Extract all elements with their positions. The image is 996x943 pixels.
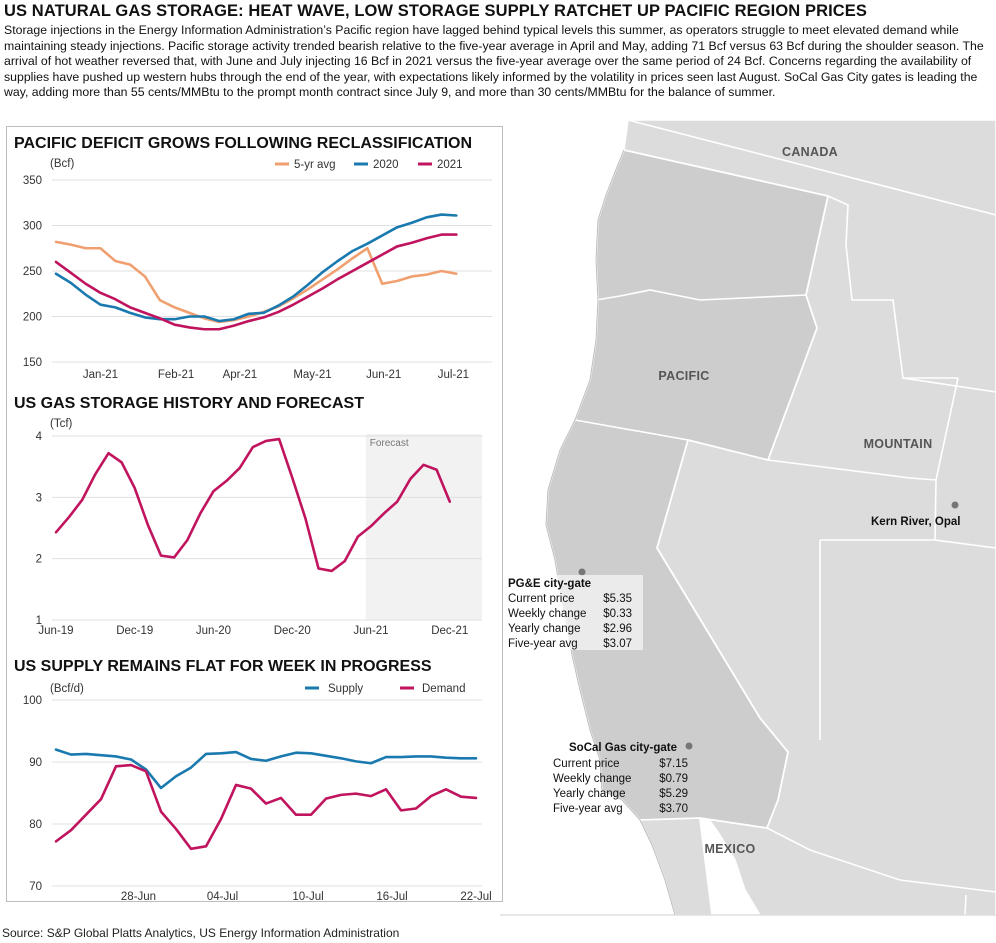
y-tick-label: 250 [23, 266, 42, 278]
chart-us-supply-demand: US SUPPLY REMAINS FLAT FOR WEEK IN PROGR… [14, 658, 492, 903]
y-tick-label: 70 [29, 881, 42, 893]
y-tick-label: 300 [23, 221, 42, 233]
x-tick-label: Jan-21 [83, 369, 118, 381]
plot-area: 150 200 250 300 350 Jan-21 Feb-21 Apr-21 May-21 J… [23, 175, 492, 381]
y-unit-label: (Tcf) [50, 418, 73, 430]
chart-title: US SUPPLY REMAINS FLAT FOR WEEK IN PROGR… [14, 658, 432, 675]
x-tick-label: 16-Jul [376, 891, 407, 903]
map: CANADA PACIFIC MOUNTAIN MEXICO Kern Rive… [500, 120, 996, 916]
region-label-pacific: PACIFIC [658, 369, 709, 383]
legend-label-5yr: 5-yr avg [294, 159, 336, 171]
source-note: Source: S&P Global Platts Analytics, US … [2, 926, 400, 940]
series-line-2020 [54, 213, 458, 323]
legend-label-demand: Demand [422, 683, 465, 695]
pge-row-value: $2.96 [603, 623, 632, 635]
y-tick-label: 80 [29, 819, 42, 831]
forecast-label: Forecast [370, 438, 409, 449]
y-tick-label: 100 [23, 695, 42, 707]
socal-row-value: $3.70 [659, 803, 688, 815]
chart-title: US GAS STORAGE HISTORY AND FORECAST [14, 395, 364, 412]
y-tick-label: 3 [36, 492, 42, 504]
chart-title: PACIFIC DEFICIT GROWS FOLLOWING RECLASSI… [14, 135, 472, 152]
plot-area: Forecast 1 2 3 4 Jun-19 Dec-19 Jun-20 Dec-20 Jun-… [36, 431, 482, 637]
chart-pacific-storage: PACIFIC DEFICIT GROWS FOLLOWING RECLASSI… [14, 135, 492, 381]
x-tick-label: Feb-21 [158, 369, 194, 381]
x-tick-label: Jun-21 [366, 369, 401, 381]
pge-row-value: $0.33 [603, 608, 632, 620]
x-tick-label: Apr-21 [223, 369, 258, 381]
socal-row-value: $0.79 [659, 773, 688, 785]
pge-row-label: Five-year avg [508, 638, 578, 650]
y-tick-label: 150 [23, 357, 42, 369]
y-tick-label: 200 [23, 312, 42, 324]
x-tick-label: May-21 [293, 369, 331, 381]
socal-row-label: Current price [553, 758, 619, 770]
plot-area: 70 80 90 100 28-Jun 04-Jul 10-Jul 16-Jul 22-Jul [23, 695, 492, 903]
y-tick-label: 350 [23, 175, 42, 187]
chart-us-storage-history: US GAS STORAGE HISTORY AND FORECAST (Tcf… [14, 395, 482, 637]
pge-price-table: PG&E city-gate Current price $5.35 Weekl… [508, 578, 632, 650]
y-unit-label: (Bcf) [50, 158, 74, 170]
pge-row-label: Yearly change [508, 623, 580, 635]
x-tick-label: Jun-21 [353, 625, 388, 637]
forecast-region [365, 434, 482, 620]
coastline [545, 149, 676, 915]
socal-name: SoCal Gas city-gate [569, 742, 677, 754]
pge-row-value: $3.07 [603, 638, 632, 650]
x-tick-label: Jun-20 [196, 625, 231, 637]
socal-row-label: Weekly change [553, 773, 631, 785]
x-tick-label: Jul-21 [438, 369, 469, 381]
x-tick-label: Dec-19 [116, 625, 153, 637]
region-label-canada: CANADA [782, 145, 838, 159]
kern-river-label: Kern River, Opal [871, 516, 960, 528]
kern-river-marker [951, 501, 959, 509]
x-tick-label: 28-Jun [121, 891, 156, 903]
legend-label-2020: 2020 [373, 159, 399, 171]
intro-paragraph: Storage injections in the Energy Informa… [4, 23, 984, 100]
legend-label-supply: Supply [328, 683, 363, 695]
legend: Supply Demand [305, 683, 465, 695]
headline: US NATURAL GAS STORAGE: HEAT WAVE, LOW S… [4, 2, 868, 20]
socal-row-value: $5.29 [659, 788, 688, 800]
region-label-mexico: MEXICO [704, 842, 755, 856]
legend: 5-yr avg 2020 2021 [275, 159, 463, 171]
borders [574, 120, 996, 915]
x-tick-label: Dec-21 [431, 625, 468, 637]
pge-row-label: Current price [508, 593, 574, 605]
pge-row-value: $5.35 [603, 593, 632, 605]
pge-marker [578, 568, 586, 576]
y-tick-label: 4 [36, 431, 43, 443]
legend-label-2021: 2021 [437, 159, 463, 171]
x-tick-label: Jun-19 [38, 625, 73, 637]
series-line-demand [54, 763, 478, 851]
socal-marker [685, 742, 693, 750]
pge-row-label: Weekly change [508, 608, 586, 620]
y-tick-label: 90 [29, 757, 42, 769]
pge-label-backing [503, 575, 643, 650]
series-line-storage [54, 437, 452, 573]
series-line-supply [54, 748, 478, 790]
x-tick-label: 10-Jul [292, 891, 323, 903]
x-tick-label: 22-Jul [460, 891, 491, 903]
x-tick-label: Dec-20 [274, 625, 311, 637]
y-tick-label: 1 [36, 615, 42, 627]
y-unit-label: (Bcf/d) [50, 683, 84, 695]
socal-row-label: Five-year avg [553, 803, 623, 815]
region-label-mountain: MOUNTAIN [864, 437, 933, 451]
series-line-2021 [54, 233, 458, 331]
socal-row-label: Yearly change [553, 788, 625, 800]
y-tick-label: 2 [36, 554, 42, 566]
pge-name: PG&E city-gate [508, 578, 591, 590]
socal-row-value: $7.15 [659, 758, 688, 770]
x-tick-label: 04-Jul [207, 891, 238, 903]
socal-price-table: SoCal Gas city-gate Current price $7.15 … [553, 742, 688, 815]
